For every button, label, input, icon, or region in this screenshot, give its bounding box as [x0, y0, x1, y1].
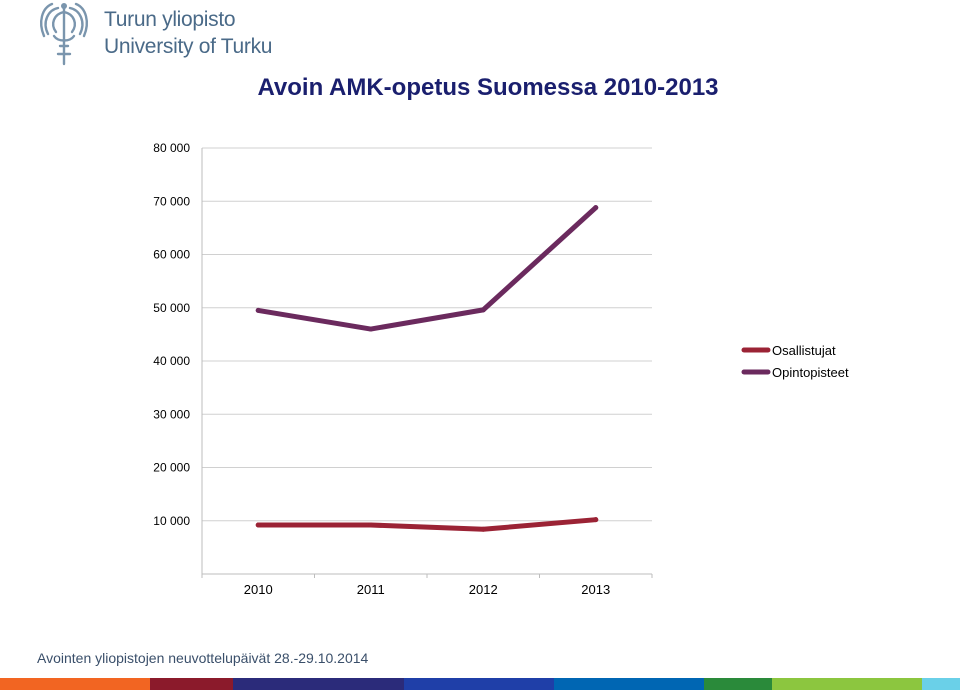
university-logo: Turun yliopisto University of Turku: [36, 2, 276, 72]
legend-label: Opintopisteet: [772, 365, 849, 380]
torch-emblem-icon: [40, 2, 88, 66]
y-tick-label: 10 000: [153, 514, 190, 528]
logo-wordmark: Turun yliopisto University of Turku: [104, 6, 272, 60]
data-point: [368, 326, 374, 332]
stripe-segment: [150, 678, 233, 690]
stripe-segment: [0, 678, 151, 690]
stripe-segment: [771, 678, 923, 690]
stripe-segment: [404, 678, 555, 690]
x-tick-label: 2012: [469, 582, 498, 597]
series-line-osallistujat: [255, 517, 599, 532]
y-tick-label: 60 000: [153, 248, 190, 262]
series-line-opintopisteet: [255, 205, 599, 332]
stripe-segment: [554, 678, 705, 690]
y-tick-label: 40 000: [153, 354, 190, 368]
legend-label: Osallistujat: [772, 343, 836, 358]
y-tick-label: 30 000: [153, 407, 190, 421]
x-tick-label: 2011: [357, 582, 385, 597]
data-point: [593, 517, 599, 523]
chart-title: Avoin AMK-opetus Suomessa 2010-2013: [257, 74, 719, 101]
y-tick-label: 50 000: [153, 301, 190, 315]
stripe-segment: [922, 678, 960, 690]
x-tick-label: 2013: [581, 582, 610, 597]
x-tick-label: 2010: [244, 582, 273, 597]
y-tick-label: 70 000: [153, 194, 190, 208]
footer-text: Avointen yliopistojen neuvottelupäivät 2…: [37, 650, 369, 666]
stripe-segment: [232, 678, 405, 690]
data-point: [368, 522, 374, 528]
data-point: [480, 526, 486, 532]
data-point: [593, 205, 599, 211]
data-point: [480, 307, 486, 313]
logo-line-english: University of Turku: [104, 35, 273, 58]
stripe-segment: [704, 678, 772, 690]
y-tick-label: 80 000: [153, 141, 190, 155]
data-point: [255, 307, 261, 313]
brand-color-stripe: [0, 678, 960, 690]
y-tick-label: 20 000: [153, 461, 190, 475]
logo-line-finnish: Turun yliopisto: [104, 8, 236, 31]
data-point: [255, 522, 261, 528]
